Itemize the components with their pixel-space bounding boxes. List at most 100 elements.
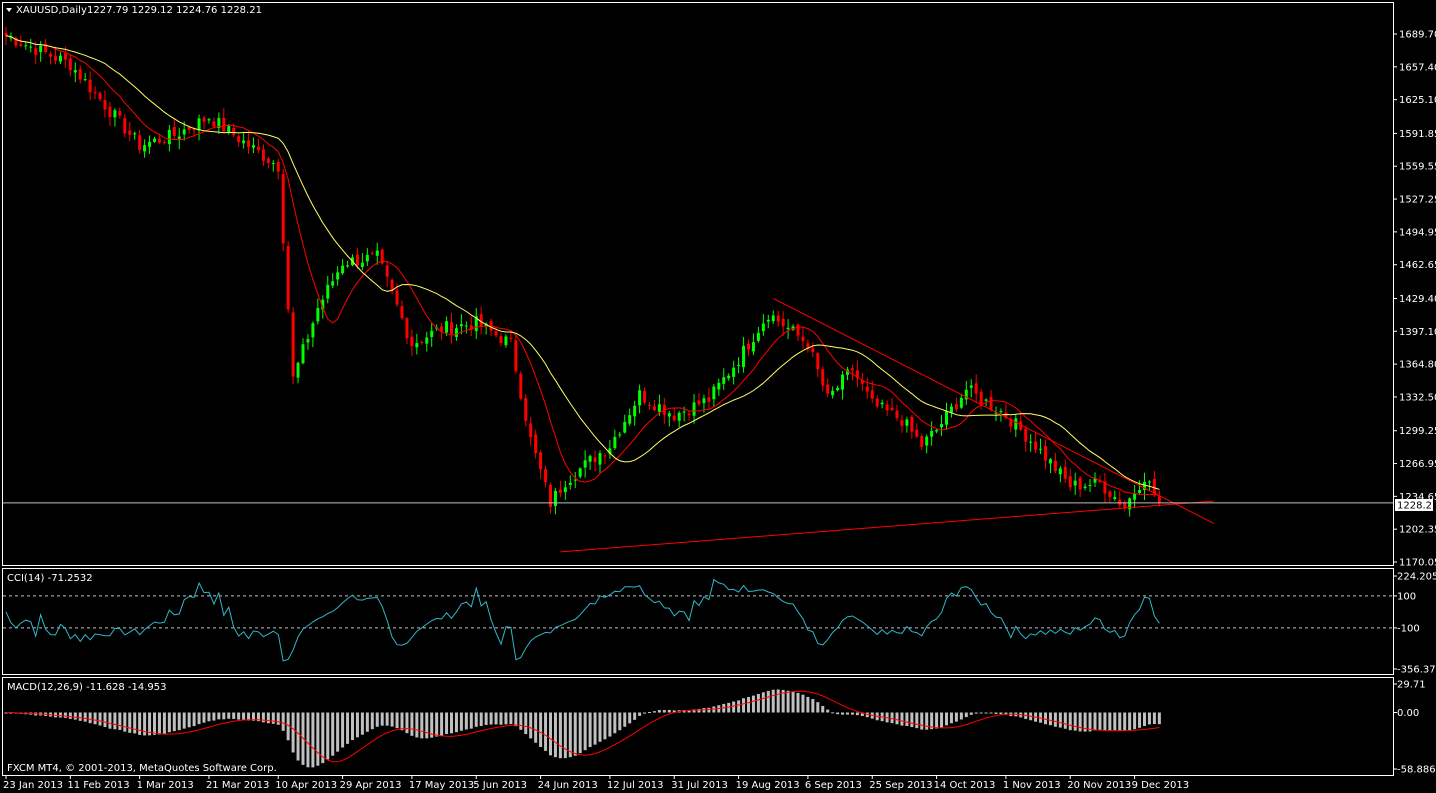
macd-pane[interactable] [2, 677, 1394, 776]
macd-bar [252, 712, 255, 721]
candle [811, 342, 815, 358]
macd-bar [63, 712, 67, 718]
macd-bar [791, 691, 795, 713]
cci-pane[interactable] [2, 568, 1394, 675]
descending-trendline[interactable] [773, 298, 1215, 524]
macd-bar [321, 712, 325, 764]
macd-bar [786, 690, 790, 713]
macd-bar [331, 712, 335, 756]
macd-bar [672, 710, 676, 713]
macd-bar [553, 712, 557, 758]
candle [761, 314, 765, 336]
macd-bar [638, 712, 642, 716]
candle [499, 332, 503, 347]
macd-bar [172, 712, 176, 732]
macd-bar [93, 712, 97, 725]
candle [801, 327, 805, 349]
candle [613, 429, 617, 451]
candle [306, 334, 310, 350]
macd-bar [207, 712, 211, 722]
price-tick-label: 1364.80 [1399, 360, 1436, 371]
candle [1053, 452, 1057, 474]
candle [88, 71, 92, 101]
date-tick-label: 10 Apr 2013 [275, 780, 337, 791]
date-tick-label: 12 Jul 2013 [607, 780, 664, 791]
macd-bar [227, 712, 231, 719]
macd-bar [583, 712, 587, 751]
candle [623, 414, 627, 434]
candle [1034, 432, 1038, 454]
candle [311, 321, 315, 348]
candle [1088, 479, 1092, 493]
macd-bar [826, 709, 830, 713]
chart-title[interactable]: XAUUSD,Daily 1227.79 1229.12 1224.76 122… [6, 5, 262, 16]
macd-bar [68, 712, 72, 719]
macd-bar [360, 712, 364, 735]
macd-bar [440, 712, 444, 736]
candle [885, 400, 889, 416]
macd-signal-series [6, 690, 1160, 763]
candle [1029, 434, 1033, 452]
candle [172, 118, 176, 139]
macd-bar [930, 712, 934, 730]
cci-tick-label: -100 [1397, 623, 1420, 634]
candle [850, 364, 854, 381]
candle [365, 248, 369, 266]
candle [479, 306, 483, 335]
candle [93, 86, 97, 99]
macd-bar [534, 712, 538, 743]
price-pane[interactable] [2, 2, 1394, 566]
macd-bar [979, 712, 983, 714]
macd-bar [1048, 712, 1052, 726]
macd-bar [430, 712, 434, 738]
date-tick-label: 21 Mar 2013 [206, 780, 269, 791]
candle [167, 124, 171, 152]
macd-bar [400, 712, 404, 731]
macd-bar [751, 695, 755, 713]
candle [826, 378, 830, 397]
macd-bar [737, 700, 741, 713]
macd-bar [296, 712, 300, 761]
macd-bar [504, 712, 508, 725]
time-axis: 23 Jan 2013 11 Feb 2013 1 Mar 2013 21 Mar 2… [3, 775, 1189, 791]
macd-bar [999, 712, 1003, 715]
macd-bar [687, 710, 691, 713]
candle [49, 51, 53, 65]
candle [405, 316, 409, 345]
candle [549, 482, 552, 514]
macd-bar [578, 712, 582, 754]
macd-bar [1133, 712, 1137, 730]
macd-bar [148, 712, 152, 736]
candle [831, 386, 835, 399]
candle [836, 385, 840, 392]
macd-bar [1083, 712, 1087, 732]
candle [138, 129, 142, 154]
candle [935, 428, 939, 434]
candle [469, 316, 473, 336]
chevron-down-icon[interactable] [6, 8, 12, 12]
candle [514, 333, 518, 374]
candle [281, 168, 285, 252]
candle [682, 406, 686, 422]
candle [454, 324, 458, 341]
ascending-trendline[interactable] [560, 500, 1214, 553]
candle [776, 310, 780, 327]
macd-bar [73, 712, 77, 720]
candle [197, 114, 201, 141]
macd-bar [890, 712, 894, 724]
candle [346, 260, 350, 268]
macd-bar [603, 712, 607, 740]
candle [375, 242, 379, 265]
candle [732, 360, 736, 385]
macd-bar [232, 712, 236, 719]
trendlines[interactable] [560, 298, 1215, 553]
candle [390, 278, 394, 294]
price-tick-label: 1559.55 [1399, 162, 1436, 173]
candle [34, 41, 38, 64]
macd-bar [821, 705, 825, 713]
candle [380, 248, 384, 265]
candle [445, 316, 449, 336]
candle [954, 397, 958, 412]
candle [558, 480, 562, 498]
